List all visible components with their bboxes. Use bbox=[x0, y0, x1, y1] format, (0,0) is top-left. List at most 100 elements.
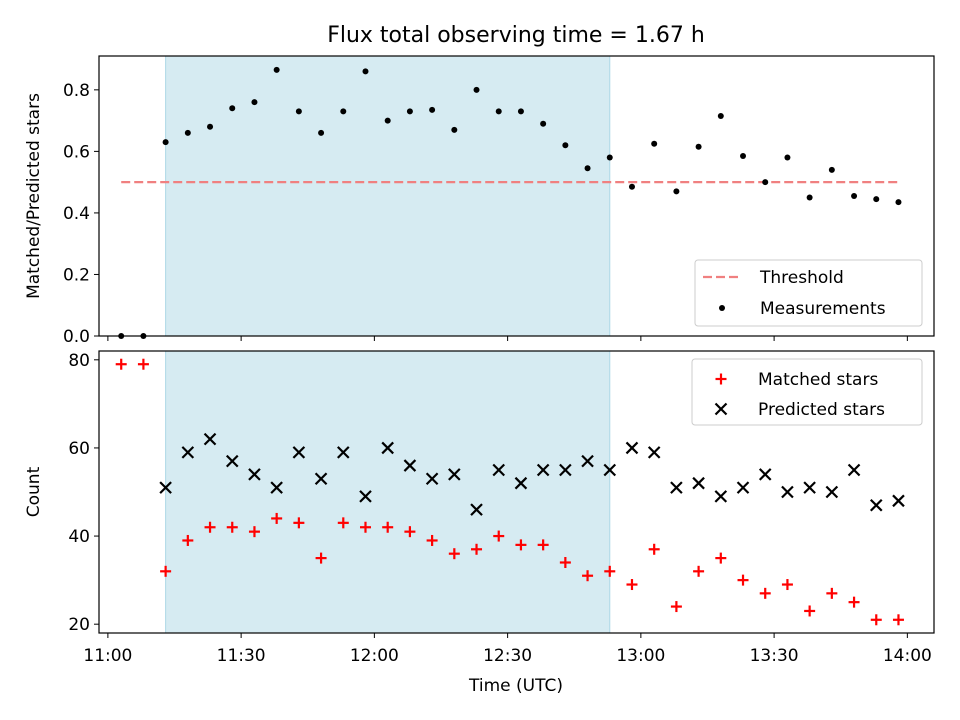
legend-matched-label: Matched stars bbox=[758, 370, 878, 390]
legend-predicted-swatch bbox=[714, 402, 728, 416]
measurement-point bbox=[873, 196, 880, 203]
predicted-star-marker bbox=[225, 454, 239, 468]
legend-threshold-label: Threshold bbox=[759, 268, 844, 288]
x-tick-label: 13:00 bbox=[616, 646, 665, 666]
y-tick-label: 0.0 bbox=[63, 327, 90, 347]
matched-star-marker bbox=[293, 517, 305, 529]
measurement-point bbox=[451, 126, 458, 133]
predicted-star-marker bbox=[448, 468, 461, 481]
measurement-point bbox=[273, 66, 280, 73]
y-tick-label: 0.4 bbox=[63, 204, 90, 224]
matched-star-marker bbox=[404, 526, 416, 538]
matched-star-marker bbox=[804, 605, 816, 617]
measurement-point bbox=[762, 179, 769, 186]
measurement-point bbox=[340, 108, 347, 115]
matched-star-marker bbox=[559, 557, 571, 568]
x-tick-label: 13:30 bbox=[750, 646, 799, 666]
matched-star-marker bbox=[715, 552, 727, 564]
legend-measurements-label: Measurements bbox=[760, 299, 886, 319]
predicted-star-marker bbox=[581, 454, 594, 468]
x-tick-label: 11:00 bbox=[83, 646, 132, 666]
x-tick-label: 14:00 bbox=[883, 646, 932, 666]
predicted-star-marker bbox=[492, 463, 506, 477]
y-tick-label: 20 bbox=[68, 615, 90, 635]
y-tick-label: 40 bbox=[68, 527, 90, 547]
matched-star-marker bbox=[737, 574, 749, 586]
predicted-star-marker bbox=[470, 503, 483, 516]
measurement-point bbox=[673, 188, 680, 195]
shaded-interval bbox=[165, 350, 611, 634]
matched-star-marker bbox=[382, 521, 394, 533]
x-tick-label: 12:00 bbox=[350, 646, 399, 666]
predicted-star-marker bbox=[825, 485, 839, 499]
matched-star-marker bbox=[870, 614, 882, 626]
measurement-point bbox=[740, 153, 747, 159]
measurement-point bbox=[695, 143, 702, 150]
measurement-point bbox=[162, 139, 169, 146]
chart-title: Flux total observing time = 1.67 h bbox=[327, 23, 705, 48]
measurement-point bbox=[495, 108, 502, 115]
matched-star-marker bbox=[759, 587, 771, 599]
matched-star-marker bbox=[359, 521, 371, 533]
y-tick-label: 0.8 bbox=[63, 81, 90, 101]
predicted-star-marker bbox=[270, 481, 283, 494]
measurement-point bbox=[540, 120, 547, 127]
measurement-point bbox=[207, 123, 214, 130]
matched-star-marker bbox=[626, 579, 638, 591]
predicted-star-marker bbox=[337, 446, 350, 459]
measurement-point bbox=[473, 86, 480, 93]
axes-frame bbox=[98, 55, 935, 337]
predicted-star-marker bbox=[381, 441, 394, 455]
matched-star-marker bbox=[182, 534, 194, 546]
matched-star-marker bbox=[493, 530, 505, 542]
measurement-point bbox=[184, 129, 191, 136]
matched-star-marker bbox=[826, 587, 838, 599]
predicted-star-marker bbox=[159, 481, 172, 494]
matched-star-marker bbox=[648, 543, 660, 555]
legend-box bbox=[694, 259, 923, 327]
predicted-star-marker bbox=[625, 441, 639, 455]
measurement-point bbox=[606, 154, 613, 161]
y-tick-label: 0.2 bbox=[63, 265, 90, 285]
y-tick-label: 80 bbox=[68, 351, 90, 371]
measurement-point bbox=[628, 183, 635, 190]
top-panel: 0.0 0.2 0.4 0.6 0.8 Matched/Predicted stars Th… bbox=[24, 55, 935, 347]
measurement-point bbox=[784, 154, 791, 161]
measurement-point bbox=[406, 108, 413, 115]
matched-star-marker bbox=[204, 521, 216, 533]
predicted-star-marker bbox=[181, 446, 195, 459]
axes-frame bbox=[98, 350, 935, 634]
predicted-star-marker bbox=[314, 472, 328, 486]
measurement-point bbox=[318, 129, 325, 136]
predicted-star-marker bbox=[292, 446, 306, 459]
matched-star-marker bbox=[781, 579, 793, 591]
legend-matched-swatch bbox=[715, 373, 727, 385]
measurement-point bbox=[562, 142, 569, 149]
measurement-point bbox=[229, 105, 236, 112]
y-axis-label: Matched/Predicted stars bbox=[24, 93, 44, 299]
shaded-interval bbox=[165, 55, 611, 337]
matched-star-marker bbox=[115, 358, 127, 370]
measurement-point bbox=[651, 140, 658, 147]
predicted-star-marker bbox=[803, 481, 816, 494]
predicted-star-marker bbox=[736, 481, 750, 494]
predicted-star-marker bbox=[203, 432, 217, 446]
matched-star-marker bbox=[515, 539, 527, 551]
predicted-star-marker bbox=[559, 463, 572, 477]
measurement-point bbox=[851, 193, 858, 199]
legend-box bbox=[691, 358, 923, 426]
measurement-point bbox=[251, 99, 258, 106]
matched-star-marker bbox=[848, 596, 860, 608]
matched-star-marker bbox=[604, 565, 616, 577]
predicted-star-marker bbox=[425, 472, 439, 486]
bottom-panel: 20 40 60 80 11:00 11:30 12:00 12:30 13:00 13:30 14… bbox=[24, 350, 935, 666]
y-axis-label: Count bbox=[24, 466, 44, 517]
measurement-point bbox=[806, 194, 813, 201]
matched-star-marker bbox=[537, 539, 549, 551]
matched-star-marker bbox=[582, 570, 594, 582]
matched-star-marker bbox=[315, 552, 327, 564]
predicted-star-marker bbox=[714, 490, 728, 503]
matched-star-marker bbox=[892, 614, 904, 626]
y-tick-label: 0.6 bbox=[63, 142, 90, 162]
